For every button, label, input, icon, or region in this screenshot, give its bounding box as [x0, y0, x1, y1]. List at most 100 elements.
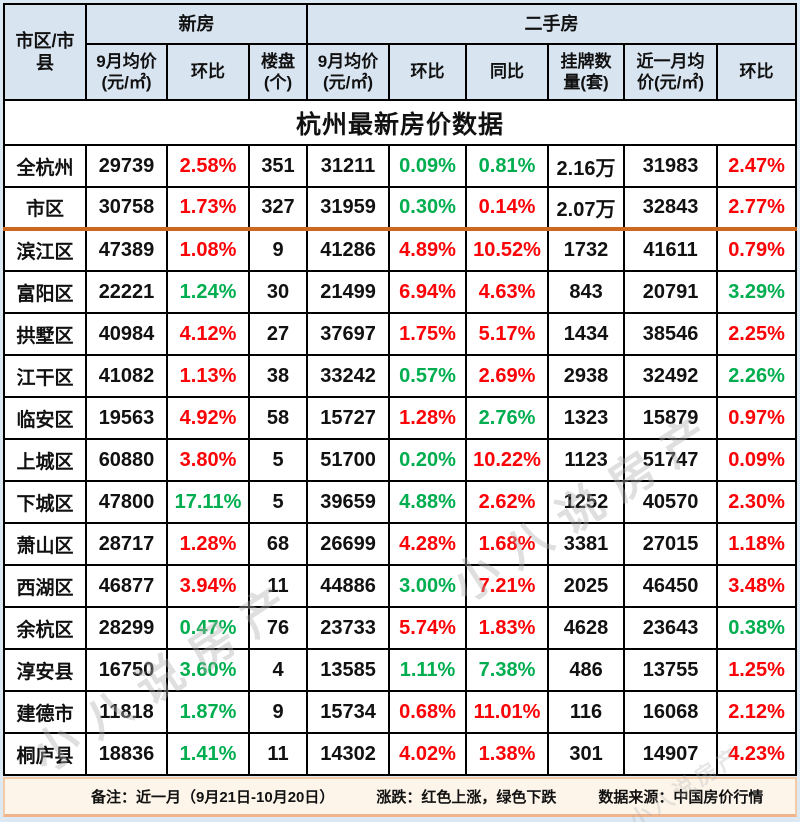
- cell-new-price: 16750: [85, 648, 168, 692]
- col-header-sh-yoy: 同比: [465, 43, 550, 101]
- cell-sh-listed: 486: [547, 648, 626, 692]
- cell-new-price: 22221: [85, 270, 168, 314]
- cell-new-mom: 4.92%: [166, 396, 250, 440]
- cell-sh-price: 33242: [306, 354, 391, 398]
- cell-month-mom: 3.48%: [716, 564, 798, 608]
- cell-new-price: 30758: [85, 186, 168, 231]
- cell-month-avg-price: 40570: [623, 480, 719, 524]
- cell-new-listings: 38: [247, 354, 309, 398]
- cell-sh-mom: 6.94%: [388, 270, 468, 314]
- cell-sh-mom: 0.09%: [388, 144, 468, 188]
- cell-month-avg-price: 23643: [623, 606, 719, 650]
- row-region-label: 临安区: [3, 396, 87, 440]
- cell-sh-listed: 1252: [547, 480, 626, 524]
- cell-sh-listed: 116: [547, 690, 626, 734]
- cell-new-listings: 4: [247, 648, 309, 692]
- cell-new-mom: 3.80%: [166, 438, 250, 482]
- cell-new-price: 40984: [85, 312, 168, 356]
- cell-new-mom: 1.41%: [166, 732, 250, 776]
- cell-sh-mom: 1.75%: [388, 312, 468, 356]
- cell-new-mom: 2.58%: [166, 144, 250, 188]
- cell-new-listings: 11: [247, 732, 309, 776]
- cell-month-mom: 1.25%: [716, 648, 798, 692]
- cell-sh-listed: 1434: [547, 312, 626, 356]
- cell-month-mom: 2.26%: [716, 354, 798, 398]
- cell-sh-mom: 0.20%: [388, 438, 468, 482]
- cell-month-mom: 2.12%: [716, 690, 798, 734]
- cell-sh-mom: 4.28%: [388, 522, 468, 566]
- cell-sh-mom: 4.88%: [388, 480, 468, 524]
- row-region-label: 桐庐县: [3, 732, 87, 776]
- cell-month-avg-price: 32492: [623, 354, 719, 398]
- table-row: 上城区 60880 3.80% 5 51700 0.20% 10.22% 1123 51747 0…: [3, 438, 798, 482]
- cell-new-price: 18836: [85, 732, 168, 776]
- cell-sh-listed: 2.07万: [547, 186, 626, 231]
- cell-month-mom: 0.97%: [716, 396, 798, 440]
- cell-sh-yoy: 0.14%: [465, 186, 550, 231]
- table-row: 余杭区 28299 0.47% 76 23733 5.74% 1.83% 4628 23643 0…: [3, 606, 798, 650]
- cell-sh-mom: 5.74%: [388, 606, 468, 650]
- footer-note-bar: 备注：近一月（9月21日-10月20日） 涨跌：红色上涨，绿色下跌 数据来源：中…: [3, 777, 797, 817]
- cell-sh-yoy: 10.52%: [465, 228, 550, 272]
- cell-sh-yoy: 1.83%: [465, 606, 550, 650]
- cell-new-price: 60880: [85, 438, 168, 482]
- table-row: 江干区 41082 1.13% 38 33242 0.57% 2.69% 2938 32492 2…: [3, 354, 798, 398]
- cell-month-mom: 3.29%: [716, 270, 798, 314]
- title-row: 杭州最新房价数据: [2, 99, 798, 146]
- table-row: 市区 30758 1.73% 327 31959 0.30% 0.14% 2.07万 32843…: [3, 186, 798, 231]
- cell-month-avg-price: 15879: [623, 396, 719, 440]
- cell-month-mom: 2.30%: [716, 480, 798, 524]
- cell-month-avg-price: 38546: [623, 312, 719, 356]
- cell-new-listings: 351: [247, 144, 309, 188]
- cell-new-mom: 1.08%: [166, 228, 250, 272]
- cell-sh-price: 39659: [306, 480, 391, 524]
- cell-sh-mom: 4.89%: [388, 228, 468, 272]
- cell-new-price: 41082: [85, 354, 168, 398]
- cell-sh-listed: 1732: [547, 228, 626, 272]
- cell-new-mom: 4.12%: [166, 312, 250, 356]
- cell-sh-price: 13585: [306, 648, 391, 692]
- cell-month-mom: 2.77%: [716, 186, 798, 231]
- cell-month-avg-price: 51747: [623, 438, 719, 482]
- header-group-row: 市区/市 县 新房 二手房: [3, 3, 798, 101]
- cell-sh-price: 14302: [306, 732, 391, 776]
- cell-new-mom: 1.73%: [166, 186, 250, 231]
- cell-sh-listed: 2025: [547, 564, 626, 608]
- table-row: 拱墅区 40984 4.12% 27 37697 1.75% 5.17% 1434 38546 2…: [3, 312, 798, 356]
- cell-new-listings: 68: [247, 522, 309, 566]
- cell-sh-mom: 4.02%: [388, 732, 468, 776]
- row-region-label: 淳安县: [3, 648, 87, 692]
- cell-sh-yoy: 1.38%: [465, 732, 550, 776]
- cell-sh-listed: 301: [547, 732, 626, 776]
- table-row: 富阳区 22221 1.24% 30 21499 6.94% 4.63% 843 20791 3.…: [3, 270, 798, 314]
- cell-new-listings: 76: [247, 606, 309, 650]
- table-row: 西湖区 46877 3.94% 11 44886 3.00% 7.21% 2025 46450 3…: [3, 564, 798, 608]
- cell-sh-price: 26699: [306, 522, 391, 566]
- cell-new-price: 28717: [85, 522, 168, 566]
- cell-new-mom: 1.24%: [166, 270, 250, 314]
- cell-sh-yoy: 7.21%: [465, 564, 550, 608]
- row-region-label: 滨江区: [3, 228, 87, 272]
- cell-month-mom: 2.25%: [716, 312, 798, 356]
- cell-new-listings: 5: [247, 438, 309, 482]
- cell-month-mom: 0.79%: [716, 228, 798, 272]
- price-table: 杭州最新房价数据 市区/市 县 新房 二手房 9月均价 (元/㎡) 环比 楼盘 …: [2, 3, 798, 776]
- row-region-label: 江干区: [3, 354, 87, 398]
- cell-new-price: 46877: [85, 564, 168, 608]
- row-region-label: 富阳区: [3, 270, 87, 314]
- cell-month-avg-price: 16068: [623, 690, 719, 734]
- cell-sh-listed: 3381: [547, 522, 626, 566]
- cell-sh-mom: 0.68%: [388, 690, 468, 734]
- cell-new-mom: 1.87%: [166, 690, 250, 734]
- cell-new-listings: 27: [247, 312, 309, 356]
- col-header-new-listings: 楼盘 (个): [247, 43, 309, 101]
- cell-sh-price: 15734: [306, 690, 391, 734]
- row-region-label: 上城区: [3, 438, 87, 482]
- cell-new-listings: 327: [247, 186, 309, 231]
- cell-sh-yoy: 2.76%: [465, 396, 550, 440]
- cell-new-listings: 58: [247, 396, 309, 440]
- col-header-new-price: 9月均价 (元/㎡): [85, 43, 168, 101]
- cell-sh-price: 21499: [306, 270, 391, 314]
- cell-new-mom: 1.28%: [166, 522, 250, 566]
- row-region-label: 建德市: [3, 690, 87, 734]
